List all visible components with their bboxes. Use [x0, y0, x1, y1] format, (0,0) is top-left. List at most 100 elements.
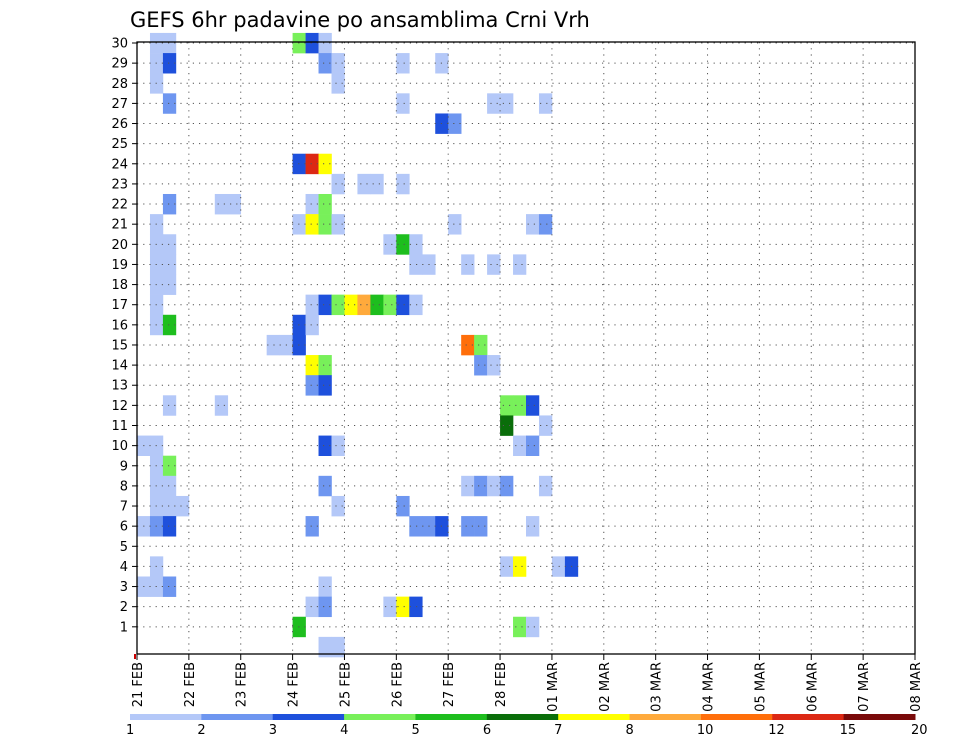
cells-layer — [137, 32, 579, 658]
data-cell — [409, 516, 423, 537]
data-cell — [331, 53, 345, 74]
data-cell — [318, 294, 332, 316]
y-tick-label: 27 — [111, 97, 128, 112]
y-tick-label: 13 — [111, 379, 128, 394]
y-tick-label: 2 — [120, 600, 128, 615]
y-tick-label: 9 — [120, 459, 128, 474]
data-cell — [162, 475, 177, 497]
x-tick-label: 28 FEB — [494, 662, 509, 707]
data-cell — [162, 495, 177, 517]
data-cell — [331, 173, 345, 195]
data-cell — [396, 596, 410, 618]
data-cell — [409, 234, 423, 255]
data-cell — [357, 294, 371, 316]
data-cell — [513, 435, 527, 456]
data-cell — [500, 93, 514, 114]
data-cell — [526, 516, 540, 537]
data-cell — [396, 495, 410, 517]
data-cell — [551, 556, 566, 577]
colorbar-label: 8 — [626, 723, 634, 738]
colorbar-swatch — [558, 714, 631, 720]
data-cell — [538, 93, 553, 114]
colorbar-swatch — [486, 714, 559, 720]
data-cell — [461, 334, 475, 356]
data-cell — [162, 576, 177, 597]
data-cell — [448, 113, 462, 134]
colorbar-label: 7 — [554, 723, 562, 738]
x-tick-label: 04 MAR — [702, 662, 717, 712]
data-cell — [305, 314, 319, 336]
colorbar-label: 15 — [840, 723, 857, 738]
data-cell — [396, 234, 410, 255]
colorbar: 1 2 3 4 5 6 7 8 10 12 15 20 — [126, 714, 928, 738]
data-cell — [500, 556, 514, 577]
y-tick-label: 3 — [120, 580, 128, 595]
y-tick-label: 17 — [111, 298, 128, 313]
y-tick-label: 15 — [111, 338, 128, 353]
colorbar-label: 12 — [768, 723, 785, 738]
data-cell — [409, 596, 423, 618]
x-tick-label: 06 MAR — [805, 662, 820, 712]
colorbar-label: 10 — [697, 723, 714, 738]
colorbar-label: 3 — [269, 723, 277, 738]
x-tick-label: 08 MAR — [909, 662, 924, 712]
data-cell — [383, 596, 397, 618]
data-cell — [526, 395, 540, 416]
data-cell — [305, 214, 319, 235]
data-cell — [162, 234, 177, 255]
data-cell — [318, 475, 332, 497]
data-cell — [305, 355, 319, 376]
data-cell — [318, 53, 332, 74]
colorbar-swatch — [201, 714, 274, 720]
y-tick-label: 12 — [111, 399, 128, 414]
x-tick-label: 26 FEB — [390, 662, 405, 707]
y-tick-label: 16 — [111, 318, 128, 333]
y-tick-label: 26 — [111, 117, 128, 132]
data-cell — [305, 375, 319, 396]
y-tick-label: 29 — [111, 57, 128, 72]
data-cell — [396, 93, 410, 114]
data-cell — [474, 475, 488, 497]
data-cell — [331, 636, 345, 658]
data-cell — [461, 475, 475, 497]
colorbar-label: 5 — [411, 723, 419, 738]
y-tick-label: 10 — [111, 439, 128, 454]
data-cell — [318, 596, 332, 618]
data-cell — [318, 636, 332, 658]
data-cell — [357, 173, 371, 195]
y-tick-label: 8 — [120, 479, 128, 494]
y-tick-label: 7 — [120, 500, 128, 515]
y-tick-label: 5 — [120, 540, 128, 555]
data-cell — [162, 274, 177, 295]
colorbar-label: 4 — [340, 723, 348, 738]
data-cell — [409, 294, 423, 316]
y-tick-label: 14 — [111, 359, 128, 374]
data-cell — [162, 93, 177, 114]
x-tick-label: 01 MAR — [546, 662, 561, 712]
data-cell — [538, 475, 553, 497]
x-tick-label: 07 MAR — [857, 662, 872, 712]
data-cell — [513, 395, 527, 416]
data-cell — [162, 314, 177, 336]
y-tick-label: 20 — [111, 238, 128, 253]
data-cell — [331, 495, 345, 517]
data-cell — [409, 254, 423, 275]
x-tick-label: 03 MAR — [650, 662, 665, 712]
colorbar-label: 20 — [911, 723, 928, 738]
data-cell — [461, 254, 475, 275]
data-cell — [461, 516, 475, 537]
colorbar-swatch — [272, 714, 345, 720]
data-cell — [318, 435, 332, 456]
y-tick-label: 30 — [111, 37, 128, 52]
x-tick-label: 23 FEB — [235, 662, 250, 707]
x-tick-label: 25 FEB — [338, 662, 353, 707]
colorbar-swatch — [629, 714, 702, 720]
x-tick-label: 21 FEB — [131, 662, 146, 707]
data-cell — [487, 475, 501, 497]
chart-title: GEFS 6hr padavine po ansamblima Crni Vrh — [130, 8, 590, 32]
data-cell — [162, 516, 177, 537]
data-cell — [305, 596, 319, 618]
data-cell — [318, 355, 332, 376]
y-tick-label: 6 — [120, 520, 128, 535]
